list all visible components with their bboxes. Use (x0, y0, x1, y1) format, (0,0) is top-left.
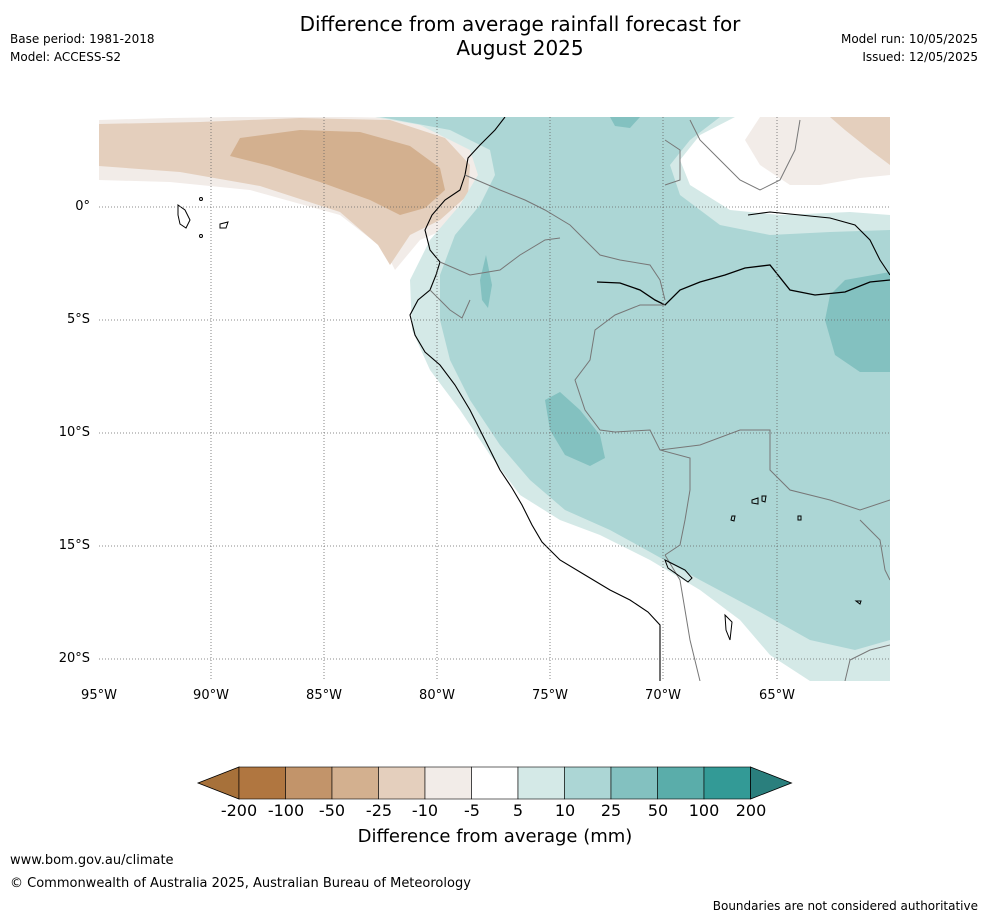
page-title: Difference from average rainfall forecas… (0, 12, 988, 60)
lat-label-20s: 20°S (58, 651, 90, 666)
graticule (99, 117, 890, 681)
colorbar-tick: 10 (554, 801, 576, 820)
colorbar-segment (331, 766, 379, 800)
anomaly-wet-strong-ecuador (480, 255, 492, 308)
colorbar-tick: -100 (267, 801, 305, 820)
galapagos-island-2 (219, 221, 229, 229)
lat-label-15s: 15°S (58, 538, 90, 553)
colorbar-tick: 200 (735, 801, 767, 820)
lon-label-75w: 75°W (532, 688, 568, 703)
lon-label-95w: 95°W (81, 688, 117, 703)
disclaimer-text: Boundaries are not considered authoritat… (712, 899, 978, 913)
anomaly-dry-northeast-medium (830, 117, 890, 165)
anomaly-wet-strong-north (610, 117, 640, 128)
colorbar-segment (238, 766, 286, 800)
copyright-text: © Commonwealth of Australia 2025, Austra… (10, 876, 471, 891)
galapagos-island (177, 204, 191, 229)
title-line-2: August 2025 (456, 36, 584, 60)
lon-label-85w: 85°W (306, 688, 342, 703)
colorbar-tick: 100 (688, 801, 720, 820)
map-area (99, 117, 890, 681)
lat-label-10s: 10°S (58, 425, 90, 440)
colorbar-segment (703, 766, 751, 800)
colorbar-tick: 50 (647, 801, 669, 820)
colorbar-tick: -200 (220, 801, 258, 820)
colorbar-segment (610, 766, 658, 800)
lat-label-0: 0° (75, 199, 90, 214)
anomaly-wet-strong-east (825, 272, 890, 372)
title-line-1: Difference from average rainfall forecas… (299, 12, 741, 36)
colorbar-tick: -25 (365, 801, 393, 820)
colorbar-segment (424, 766, 472, 800)
website-link[interactable]: www.bom.gov.au/climate (10, 853, 174, 868)
colorbar-tick: -50 (318, 801, 346, 820)
colorbar-extend-high (750, 766, 793, 800)
anomaly-wet-strong-peru (545, 392, 605, 466)
coastline (409, 117, 661, 681)
colorbar-tick: -5 (464, 801, 480, 820)
colorbar-tick: -10 (411, 801, 439, 820)
galapagos-islet (199, 197, 203, 201)
lon-label-65w: 65°W (759, 688, 795, 703)
galapagos-islet-2 (199, 234, 203, 238)
model-run: Model run: 10/05/2025 (840, 32, 978, 46)
anomaly-wet-medium (380, 117, 890, 650)
lon-label-80w: 80°W (419, 688, 455, 703)
colorbar-tick: 5 (512, 801, 524, 820)
colorbar-segment (285, 766, 333, 800)
colorbar-tick: 25 (600, 801, 622, 820)
colorbar-segment (564, 766, 612, 800)
lon-label-70w: 70°W (645, 688, 681, 703)
colorbar-segment (471, 766, 519, 800)
colorbar (196, 766, 793, 800)
base-period: Base period: 1981-2018 (10, 32, 155, 46)
amazon-north-coast (747, 211, 890, 276)
anomaly-dry-strong (230, 130, 445, 215)
country-borders (429, 119, 890, 681)
colorbar-extend-low (196, 766, 240, 800)
amazon-river (596, 264, 890, 306)
metadata-right: Model run: 10/05/2025 Issued: 12/05/2025 (841, 30, 978, 66)
issued-date: Issued: 12/05/2025 (862, 50, 978, 64)
colorbar-segment (378, 766, 426, 800)
colorbar-segment (517, 766, 565, 800)
model-name: Model: ACCESS-S2 (10, 50, 122, 64)
lake-titicaca (664, 558, 693, 583)
lake-small (724, 495, 862, 641)
colorbar-title: Difference from average (mm) (357, 826, 633, 847)
lon-label-90w: 90°W (193, 688, 229, 703)
lat-label-5s: 5°S (66, 312, 90, 327)
metadata-left: Base period: 1981-2018 Model: ACCESS-S2 (10, 30, 155, 66)
colorbar-segment (657, 766, 705, 800)
